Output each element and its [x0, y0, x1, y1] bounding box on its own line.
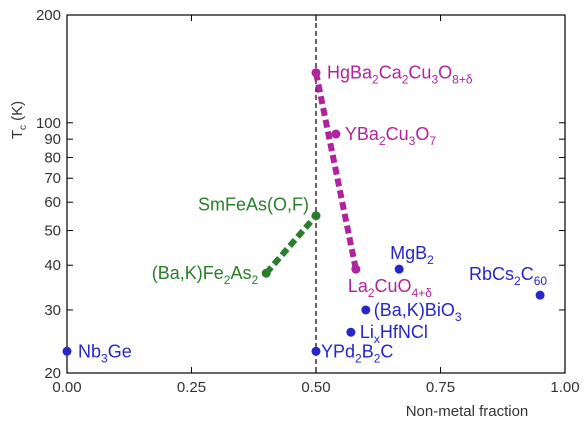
label-hgba2ca2cu3o8: HgBa2Ca2Cu3O8+δ [327, 63, 473, 87]
label-yba2cu3o7: YBa2Cu3O7 [345, 124, 436, 148]
svg-text:Tc (K): Tc (K) [9, 101, 29, 139]
y-axis-label-sub: c [18, 125, 29, 130]
y-tick-label: 40 [44, 257, 61, 274]
y-tick-label: 90 [44, 131, 61, 148]
connection-lines-layer [263, 72, 359, 276]
point-lixhfncl [346, 327, 356, 337]
x-tick-label: 0.00 [52, 379, 81, 396]
x-tick-label: 0.25 [177, 379, 206, 396]
data-points-layer [62, 68, 545, 356]
point-mgb2 [394, 264, 404, 274]
y-tick-label: 70 [44, 170, 61, 187]
point-yba2cu3o7 [331, 129, 341, 139]
point-rbcs2c60 [535, 290, 545, 300]
y-axis-label-tail: (K) [9, 101, 26, 125]
y-tick-label: 20 [44, 365, 61, 382]
label-la2cuo4: La2CuO4+δ [348, 276, 432, 300]
connection-hgba2ca2cu3o8-to-la2cuo4 [313, 72, 359, 270]
point-ypd2b2c [311, 346, 321, 356]
y-tick-label: 50 [44, 223, 61, 240]
y-tick-label: 100 [36, 115, 61, 132]
point-nb3ge [62, 346, 72, 356]
label-ypd2b2c: YPd2B2C [321, 341, 393, 365]
label-lixhfncl: LixHfNCl [360, 322, 428, 346]
y-tick-label: 200 [36, 7, 61, 24]
y-tick-label: 30 [44, 302, 61, 319]
point-smfeas-o-f [311, 211, 321, 221]
x-tick-label: 0.75 [426, 379, 455, 396]
x-tick-label: 0.50 [301, 379, 330, 396]
x-axis-label: Non-metal fraction [406, 403, 529, 420]
label-mgb2: MgB2 [390, 243, 434, 267]
point-ba-k-fe2as2 [261, 268, 271, 278]
label-ba-k-fe2as2: (Ba,K)Fe2As2 [152, 263, 259, 287]
label-nb3ge: Nb3Ge [78, 341, 132, 365]
y-axis-label-main: T [9, 130, 26, 139]
point-hgba2ca2cu3o8 [311, 68, 321, 78]
y-tick-label: 60 [44, 194, 61, 211]
label-rbcs2c60: RbCs2C60 [469, 264, 547, 288]
point-la2cuo4 [351, 264, 361, 274]
point-ba-k-bio3 [361, 305, 371, 315]
y-axis-label: Tc (K) [9, 101, 29, 139]
x-tick-label: 1.00 [550, 379, 579, 396]
connection-ba-k-fe2as2-to-smfeas-o-f [263, 213, 319, 276]
label-smfeas-o-f: SmFeAs(O,F) [198, 195, 309, 215]
point-labels-layer: HgBa2Ca2Cu3O8+δ YBa2Cu3O7 La2CuO4+δ SmFeAs(… [78, 63, 547, 366]
y-tick-label: 80 [44, 149, 61, 166]
label-ba-k-bio3: (Ba,K)BiO3 [374, 300, 462, 324]
axis-labels-layer: Non-metal fraction Tc (K) [9, 101, 528, 420]
